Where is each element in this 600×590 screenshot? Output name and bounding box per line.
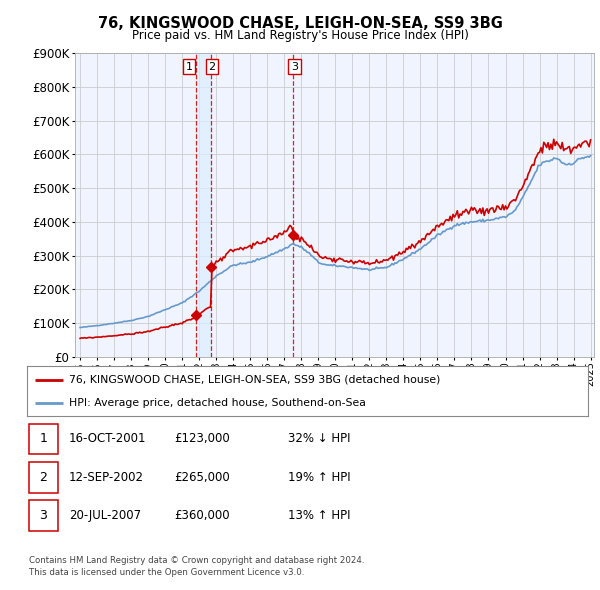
Text: Price paid vs. HM Land Registry's House Price Index (HPI): Price paid vs. HM Land Registry's House … — [131, 29, 469, 42]
Text: 13% ↑ HPI: 13% ↑ HPI — [288, 509, 350, 522]
Text: 3: 3 — [291, 61, 298, 71]
Text: 32% ↓ HPI: 32% ↓ HPI — [288, 432, 350, 445]
Text: 3: 3 — [39, 509, 47, 522]
Text: 12-SEP-2002: 12-SEP-2002 — [69, 471, 144, 484]
Text: £123,000: £123,000 — [174, 432, 230, 445]
Text: HPI: Average price, detached house, Southend-on-Sea: HPI: Average price, detached house, Sout… — [69, 398, 366, 408]
Text: 2: 2 — [39, 471, 47, 484]
Text: 19% ↑ HPI: 19% ↑ HPI — [288, 471, 350, 484]
Text: 76, KINGSWOOD CHASE, LEIGH-ON-SEA, SS9 3BG (detached house): 76, KINGSWOOD CHASE, LEIGH-ON-SEA, SS9 3… — [69, 375, 440, 385]
Text: 20-JUL-2007: 20-JUL-2007 — [69, 509, 141, 522]
Bar — [196, 53, 211, 357]
Text: £265,000: £265,000 — [174, 471, 230, 484]
Text: 16-OCT-2001: 16-OCT-2001 — [69, 432, 146, 445]
Text: £360,000: £360,000 — [174, 509, 230, 522]
Text: Contains HM Land Registry data © Crown copyright and database right 2024.: Contains HM Land Registry data © Crown c… — [29, 556, 364, 565]
Text: 76, KINGSWOOD CHASE, LEIGH-ON-SEA, SS9 3BG: 76, KINGSWOOD CHASE, LEIGH-ON-SEA, SS9 3… — [98, 16, 502, 31]
Text: 1: 1 — [185, 61, 193, 71]
Text: This data is licensed under the Open Government Licence v3.0.: This data is licensed under the Open Gov… — [29, 568, 304, 577]
Text: 1: 1 — [39, 432, 47, 445]
Text: 2: 2 — [209, 61, 216, 71]
